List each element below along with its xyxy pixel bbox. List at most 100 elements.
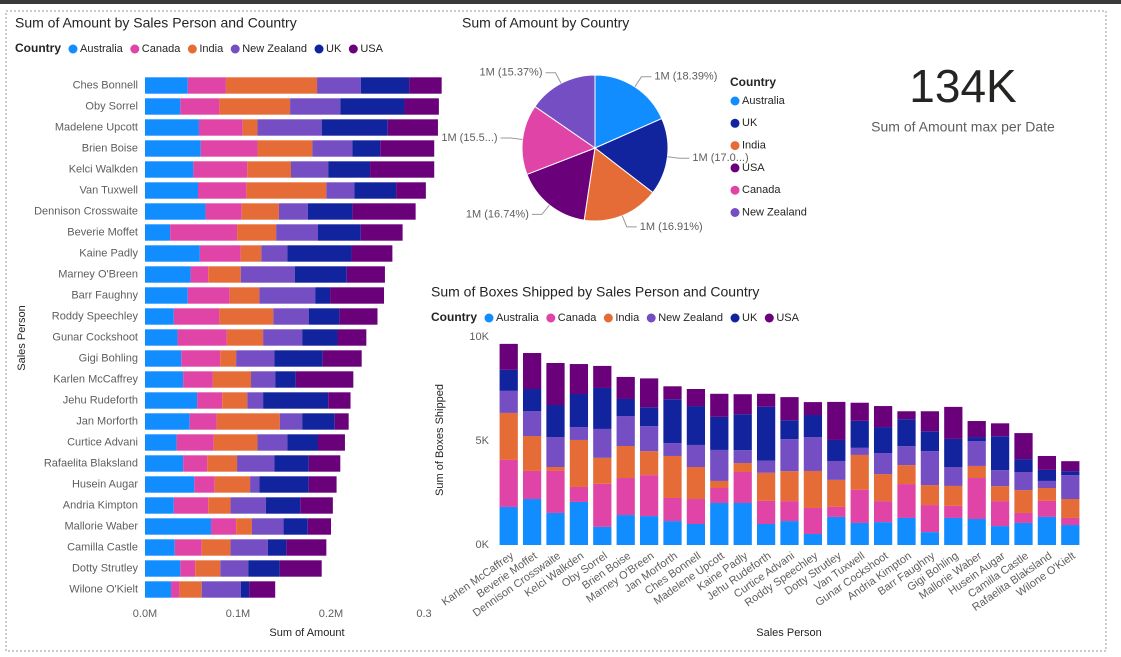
bar-segment <box>522 389 542 412</box>
bar-segment <box>616 416 635 446</box>
bar-segment <box>1014 471 1033 491</box>
bar-segment <box>663 443 682 456</box>
y-axis-title: Sum of Boxes Shipped <box>434 384 446 496</box>
pie-slice <box>526 147 596 221</box>
bar-segment <box>897 465 916 485</box>
bar-segment <box>710 416 729 450</box>
bar-segment <box>317 77 361 94</box>
y-tick-label: Kaine Padly <box>79 247 138 259</box>
bar-segment <box>873 501 893 523</box>
bar-segment <box>522 470 542 500</box>
bar-segment <box>850 454 869 490</box>
bar-segment <box>326 182 355 199</box>
leader-line <box>545 72 562 84</box>
legend-marker <box>730 313 740 323</box>
legend-marker <box>730 118 740 128</box>
bar-segment <box>686 467 706 500</box>
bar-segment <box>920 485 940 506</box>
bar-segment <box>1061 475 1080 500</box>
bar-segment <box>145 581 172 598</box>
bar-segment <box>248 560 280 577</box>
bar-segment <box>1037 469 1057 481</box>
bar-segment <box>663 497 682 522</box>
leader-line <box>531 204 550 215</box>
bar-segment <box>328 161 371 178</box>
bar-segment <box>1014 512 1033 523</box>
bar-segment <box>315 287 331 304</box>
bar-segment <box>780 397 799 421</box>
bar-segment <box>179 581 202 598</box>
y-tick-label: Madelene Upcott <box>55 121 138 133</box>
y-tick-label: Jan Morforth <box>76 415 138 427</box>
bar-segment <box>803 415 823 438</box>
y-tick-label: Roddy Speechley <box>52 310 139 322</box>
bar-segment <box>593 483 612 527</box>
bar-segment <box>944 505 963 518</box>
bar-segment <box>616 398 635 417</box>
pie-slice <box>534 74 596 149</box>
bar-segment <box>259 476 309 493</box>
bar-segment <box>756 460 776 473</box>
bar-segment <box>307 518 331 535</box>
legend-label: USA <box>742 162 765 174</box>
bar-segment <box>205 203 242 220</box>
bar-segment <box>211 518 237 535</box>
bar-segment <box>226 329 264 346</box>
bar-segment <box>283 518 308 535</box>
x-tick-label: 0.3 <box>416 608 431 620</box>
bar-segment <box>265 497 301 514</box>
bar-segment <box>710 393 729 417</box>
bar-segment <box>251 371 276 388</box>
bar-segment <box>967 437 986 441</box>
bar-segment <box>360 224 403 241</box>
legend-label: Australia <box>742 95 786 107</box>
bar-segment <box>990 423 1010 437</box>
bar-segment <box>710 502 729 545</box>
bar-segment <box>187 287 230 304</box>
bar-segment <box>145 560 181 577</box>
bar-segment <box>569 501 589 545</box>
bar-segment <box>663 521 682 545</box>
bar-segment <box>240 245 262 262</box>
bar-segment <box>873 406 893 428</box>
bar-segment <box>250 476 260 493</box>
bar-segment <box>237 224 277 241</box>
bar-segment <box>278 203 308 220</box>
bar-segment <box>339 308 378 325</box>
bar-segment <box>616 478 635 516</box>
bar-segment <box>145 245 200 262</box>
legend-marker <box>314 44 324 54</box>
bar-segment <box>312 140 353 157</box>
bar-segment <box>967 478 986 519</box>
y-tick-label: Rafaelita Blaksland <box>44 457 138 469</box>
bar-segment <box>404 98 439 115</box>
bar-segment <box>639 426 659 452</box>
bar-segment <box>546 512 565 545</box>
legend-marker <box>730 208 740 217</box>
bar-segment <box>193 161 248 178</box>
bar-segment <box>967 441 986 466</box>
bar-segment <box>733 414 752 451</box>
bar-segment <box>259 287 316 304</box>
y-tick-label: 5K <box>476 435 490 447</box>
bar-segment <box>663 399 682 444</box>
bar-segment <box>317 434 345 451</box>
bar-segment <box>257 140 313 157</box>
bar-segment <box>499 369 518 391</box>
bar-segment <box>639 475 659 517</box>
bar-segment <box>145 392 198 409</box>
legend-label: Australia <box>80 43 124 55</box>
pie-slice <box>594 117 669 194</box>
bar-segment <box>201 539 231 556</box>
bar-segment <box>756 393 776 407</box>
bar-segment <box>780 521 799 545</box>
data-label: 1M (15.5...) <box>441 132 497 144</box>
bar-segment <box>710 488 729 503</box>
bar-segment <box>317 224 361 241</box>
bar-segment <box>897 411 916 420</box>
bar-segment <box>944 485 963 506</box>
bar-segment <box>944 467 963 486</box>
legend-title: Country <box>730 75 776 89</box>
bar-segment <box>287 245 352 262</box>
